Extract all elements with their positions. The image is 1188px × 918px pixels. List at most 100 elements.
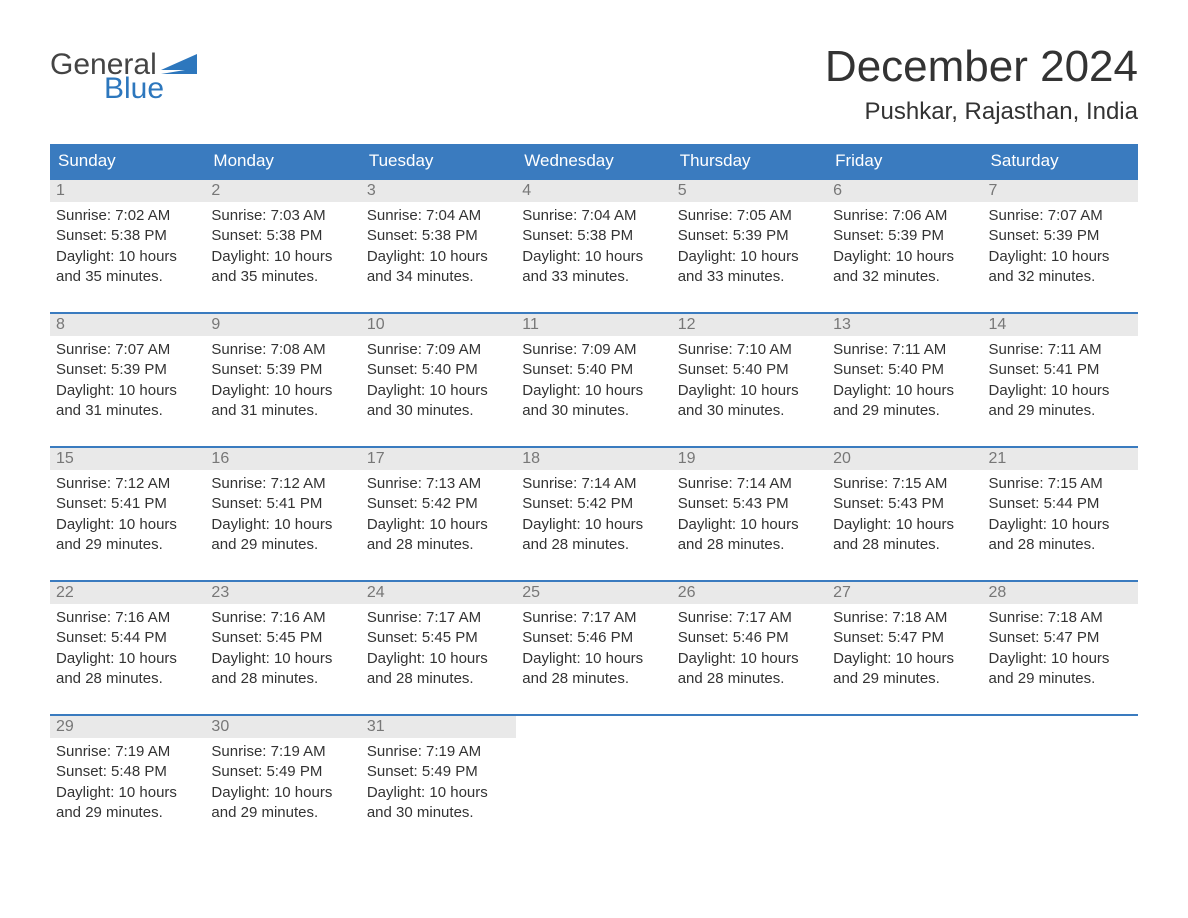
daylight-line: Daylight: 10 hours and 31 minutes. xyxy=(211,381,354,422)
sunrise-line: Sunrise: 7:17 AM xyxy=(678,608,821,628)
weekday-header-row: Sunday Monday Tuesday Wednesday Thursday… xyxy=(50,144,1138,178)
day-number: 24 xyxy=(361,582,516,604)
calendar-day-cell: 19Sunrise: 7:14 AMSunset: 5:43 PMDayligh… xyxy=(672,448,827,566)
daylight-line: Daylight: 10 hours and 32 minutes. xyxy=(989,247,1132,288)
day-details: Sunrise: 7:13 AMSunset: 5:42 PMDaylight:… xyxy=(361,470,516,559)
sunset-line: Sunset: 5:49 PM xyxy=(211,762,354,782)
sunset-line: Sunset: 5:44 PM xyxy=(56,628,199,648)
sunrise-line: Sunrise: 7:14 AM xyxy=(522,474,665,494)
day-details: Sunrise: 7:16 AMSunset: 5:44 PMDaylight:… xyxy=(50,604,205,693)
day-number: 14 xyxy=(983,314,1138,336)
sunrise-line: Sunrise: 7:19 AM xyxy=(56,742,199,762)
daylight-line: Daylight: 10 hours and 30 minutes. xyxy=(367,783,510,824)
sunset-line: Sunset: 5:41 PM xyxy=(56,494,199,514)
day-number: 20 xyxy=(827,448,982,470)
calendar-day-cell: 9Sunrise: 7:08 AMSunset: 5:39 PMDaylight… xyxy=(205,314,360,432)
sunrise-line: Sunrise: 7:12 AM xyxy=(56,474,199,494)
sunrise-line: Sunrise: 7:11 AM xyxy=(989,340,1132,360)
sunrise-line: Sunrise: 7:17 AM xyxy=(522,608,665,628)
day-number: 15 xyxy=(50,448,205,470)
daylight-line: Daylight: 10 hours and 29 minutes. xyxy=(211,783,354,824)
day-details: Sunrise: 7:14 AMSunset: 5:42 PMDaylight:… xyxy=(516,470,671,559)
calendar-day-cell: 14Sunrise: 7:11 AMSunset: 5:41 PMDayligh… xyxy=(983,314,1138,432)
sunrise-line: Sunrise: 7:15 AM xyxy=(989,474,1132,494)
daylight-line: Daylight: 10 hours and 29 minutes. xyxy=(989,649,1132,690)
day-number: 31 xyxy=(361,716,516,738)
daylight-line: Daylight: 10 hours and 29 minutes. xyxy=(56,783,199,824)
sunset-line: Sunset: 5:48 PM xyxy=(56,762,199,782)
sunset-line: Sunset: 5:39 PM xyxy=(56,360,199,380)
sunset-line: Sunset: 5:39 PM xyxy=(678,226,821,246)
sunset-line: Sunset: 5:42 PM xyxy=(522,494,665,514)
daylight-line: Daylight: 10 hours and 28 minutes. xyxy=(678,515,821,556)
sunset-line: Sunset: 5:46 PM xyxy=(678,628,821,648)
calendar-day-cell: 22Sunrise: 7:16 AMSunset: 5:44 PMDayligh… xyxy=(50,582,205,700)
day-details: Sunrise: 7:03 AMSunset: 5:38 PMDaylight:… xyxy=(205,202,360,291)
calendar-day-cell xyxy=(516,716,671,834)
calendar-day-cell: 16Sunrise: 7:12 AMSunset: 5:41 PMDayligh… xyxy=(205,448,360,566)
daylight-line: Daylight: 10 hours and 35 minutes. xyxy=(211,247,354,288)
sunrise-line: Sunrise: 7:19 AM xyxy=(367,742,510,762)
calendar-day-cell: 21Sunrise: 7:15 AMSunset: 5:44 PMDayligh… xyxy=(983,448,1138,566)
day-number: 12 xyxy=(672,314,827,336)
day-number: 2 xyxy=(205,180,360,202)
day-details: Sunrise: 7:16 AMSunset: 5:45 PMDaylight:… xyxy=(205,604,360,693)
logo-text-blue: Blue xyxy=(104,74,197,104)
day-details: Sunrise: 7:19 AMSunset: 5:49 PMDaylight:… xyxy=(205,738,360,827)
sunrise-line: Sunrise: 7:15 AM xyxy=(833,474,976,494)
day-number: 6 xyxy=(827,180,982,202)
calendar-week-row: 22Sunrise: 7:16 AMSunset: 5:44 PMDayligh… xyxy=(50,580,1138,700)
title-block: December 2024 Pushkar, Rajasthan, India xyxy=(825,42,1138,126)
sunrise-line: Sunrise: 7:05 AM xyxy=(678,206,821,226)
sunset-line: Sunset: 5:40 PM xyxy=(367,360,510,380)
day-details: Sunrise: 7:12 AMSunset: 5:41 PMDaylight:… xyxy=(205,470,360,559)
daylight-line: Daylight: 10 hours and 28 minutes. xyxy=(522,649,665,690)
weekday-header: Thursday xyxy=(672,144,827,178)
sunset-line: Sunset: 5:39 PM xyxy=(211,360,354,380)
daylight-line: Daylight: 10 hours and 30 minutes. xyxy=(367,381,510,422)
calendar-day-cell xyxy=(827,716,982,834)
daylight-line: Daylight: 10 hours and 28 minutes. xyxy=(522,515,665,556)
day-number: 5 xyxy=(672,180,827,202)
calendar-day-cell: 10Sunrise: 7:09 AMSunset: 5:40 PMDayligh… xyxy=(361,314,516,432)
daylight-line: Daylight: 10 hours and 28 minutes. xyxy=(678,649,821,690)
daylight-line: Daylight: 10 hours and 34 minutes. xyxy=(367,247,510,288)
sunrise-line: Sunrise: 7:03 AM xyxy=(211,206,354,226)
sunset-line: Sunset: 5:40 PM xyxy=(522,360,665,380)
daylight-line: Daylight: 10 hours and 28 minutes. xyxy=(367,515,510,556)
calendar-week-row: 29Sunrise: 7:19 AMSunset: 5:48 PMDayligh… xyxy=(50,714,1138,834)
calendar-week-row: 1Sunrise: 7:02 AMSunset: 5:38 PMDaylight… xyxy=(50,178,1138,298)
sunrise-line: Sunrise: 7:18 AM xyxy=(989,608,1132,628)
day-number: 16 xyxy=(205,448,360,470)
sunrise-line: Sunrise: 7:10 AM xyxy=(678,340,821,360)
sunrise-line: Sunrise: 7:02 AM xyxy=(56,206,199,226)
month-title: December 2024 xyxy=(825,42,1138,92)
sunrise-line: Sunrise: 7:12 AM xyxy=(211,474,354,494)
day-details: Sunrise: 7:19 AMSunset: 5:48 PMDaylight:… xyxy=(50,738,205,827)
day-number: 18 xyxy=(516,448,671,470)
daylight-line: Daylight: 10 hours and 28 minutes. xyxy=(211,649,354,690)
calendar-day-cell: 20Sunrise: 7:15 AMSunset: 5:43 PMDayligh… xyxy=(827,448,982,566)
day-number: 23 xyxy=(205,582,360,604)
day-number: 19 xyxy=(672,448,827,470)
calendar-day-cell: 25Sunrise: 7:17 AMSunset: 5:46 PMDayligh… xyxy=(516,582,671,700)
daylight-line: Daylight: 10 hours and 28 minutes. xyxy=(833,515,976,556)
daylight-line: Daylight: 10 hours and 30 minutes. xyxy=(678,381,821,422)
sunrise-line: Sunrise: 7:14 AM xyxy=(678,474,821,494)
sunrise-line: Sunrise: 7:04 AM xyxy=(522,206,665,226)
calendar-week-row: 8Sunrise: 7:07 AMSunset: 5:39 PMDaylight… xyxy=(50,312,1138,432)
day-number: 22 xyxy=(50,582,205,604)
calendar-day-cell: 1Sunrise: 7:02 AMSunset: 5:38 PMDaylight… xyxy=(50,180,205,298)
day-details: Sunrise: 7:15 AMSunset: 5:44 PMDaylight:… xyxy=(983,470,1138,559)
calendar-day-cell: 5 Sunrise: 7:05 AMSunset: 5:39 PMDaylight… xyxy=(672,180,827,298)
daylight-line: Daylight: 10 hours and 33 minutes. xyxy=(678,247,821,288)
day-details: Sunrise: 7:19 AMSunset: 5:49 PMDaylight:… xyxy=(361,738,516,827)
day-details: Sunrise: 7:04 AMSunset: 5:38 PMDaylight:… xyxy=(361,202,516,291)
weekday-header: Tuesday xyxy=(361,144,516,178)
sunset-line: Sunset: 5:39 PM xyxy=(989,226,1132,246)
day-number: 29 xyxy=(50,716,205,738)
weekday-header: Monday xyxy=(205,144,360,178)
calendar-day-cell: 2Sunrise: 7:03 AMSunset: 5:38 PMDaylight… xyxy=(205,180,360,298)
day-details: Sunrise: 7:14 AMSunset: 5:43 PMDaylight:… xyxy=(672,470,827,559)
sunset-line: Sunset: 5:45 PM xyxy=(367,628,510,648)
